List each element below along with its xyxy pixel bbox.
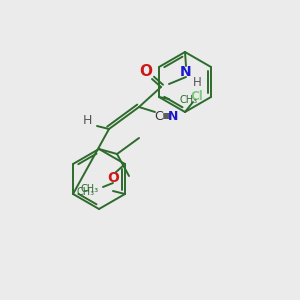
Text: N: N — [180, 65, 192, 79]
Text: CH₃: CH₃ — [179, 95, 197, 105]
Text: N: N — [168, 110, 178, 122]
Text: H: H — [193, 76, 201, 88]
Text: CH₃: CH₃ — [77, 187, 95, 197]
Text: O: O — [107, 171, 119, 185]
Text: O: O — [140, 64, 152, 80]
Text: Cl: Cl — [190, 89, 203, 103]
Text: C: C — [154, 110, 164, 122]
Text: CH₃: CH₃ — [81, 184, 99, 194]
Text: H: H — [82, 115, 92, 128]
